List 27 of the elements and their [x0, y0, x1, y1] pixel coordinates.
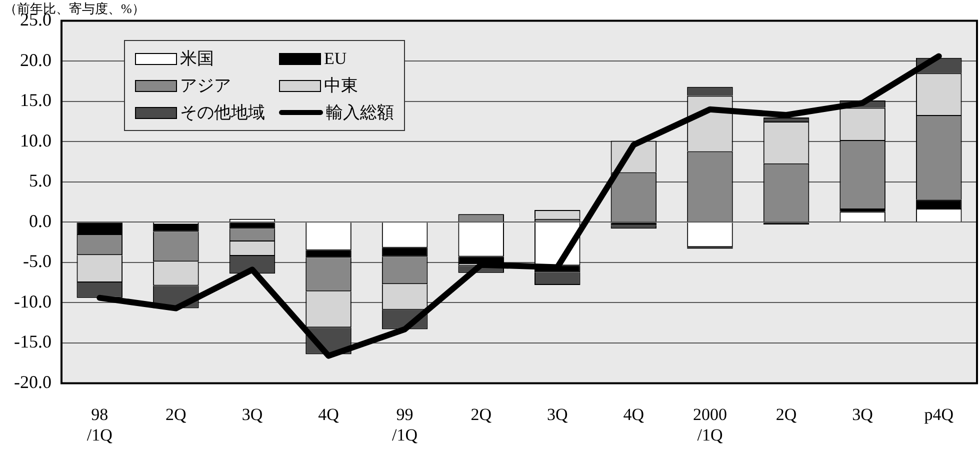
- legend-label: EU: [324, 48, 347, 68]
- x-tick-label: p4Q: [924, 404, 954, 424]
- x-tick-label: 99 /1Q: [392, 404, 418, 444]
- legend-label: 米国: [180, 48, 214, 70]
- x-tick-label: 2Q: [470, 404, 492, 424]
- legend-label: 輸入総額: [326, 102, 394, 124]
- y-tick-label: 20.0: [20, 50, 52, 70]
- legend-label: 中東: [324, 75, 358, 97]
- legend-label: その他地域: [180, 102, 265, 124]
- legend-label: アジア: [180, 75, 231, 97]
- x-tick-label: 98 /1Q: [86, 404, 112, 444]
- x-tick-label: 3Q: [242, 404, 263, 424]
- x-tick-label: 2000 /1Q: [692, 404, 727, 444]
- x-tick-label: 2Q: [776, 404, 797, 424]
- y-tick-label: -15.0: [14, 332, 52, 352]
- y-tick-label: -10.0: [14, 291, 52, 312]
- y-tick-label: -5.0: [22, 251, 52, 272]
- x-tick-label: 3Q: [852, 404, 873, 424]
- y-tick-label: 10.0: [20, 130, 52, 150]
- y-tick-label: 5.0: [28, 170, 52, 191]
- x-tick-label: 4Q: [318, 404, 339, 424]
- y-tick-label: -20.0: [14, 372, 52, 392]
- y-tick-label: 15.0: [20, 90, 52, 110]
- x-tick-label: 4Q: [623, 404, 644, 424]
- y-tick-label: 0.0: [28, 210, 52, 231]
- x-tick-label: 3Q: [547, 404, 568, 424]
- x-tick-label: 2Q: [166, 404, 186, 424]
